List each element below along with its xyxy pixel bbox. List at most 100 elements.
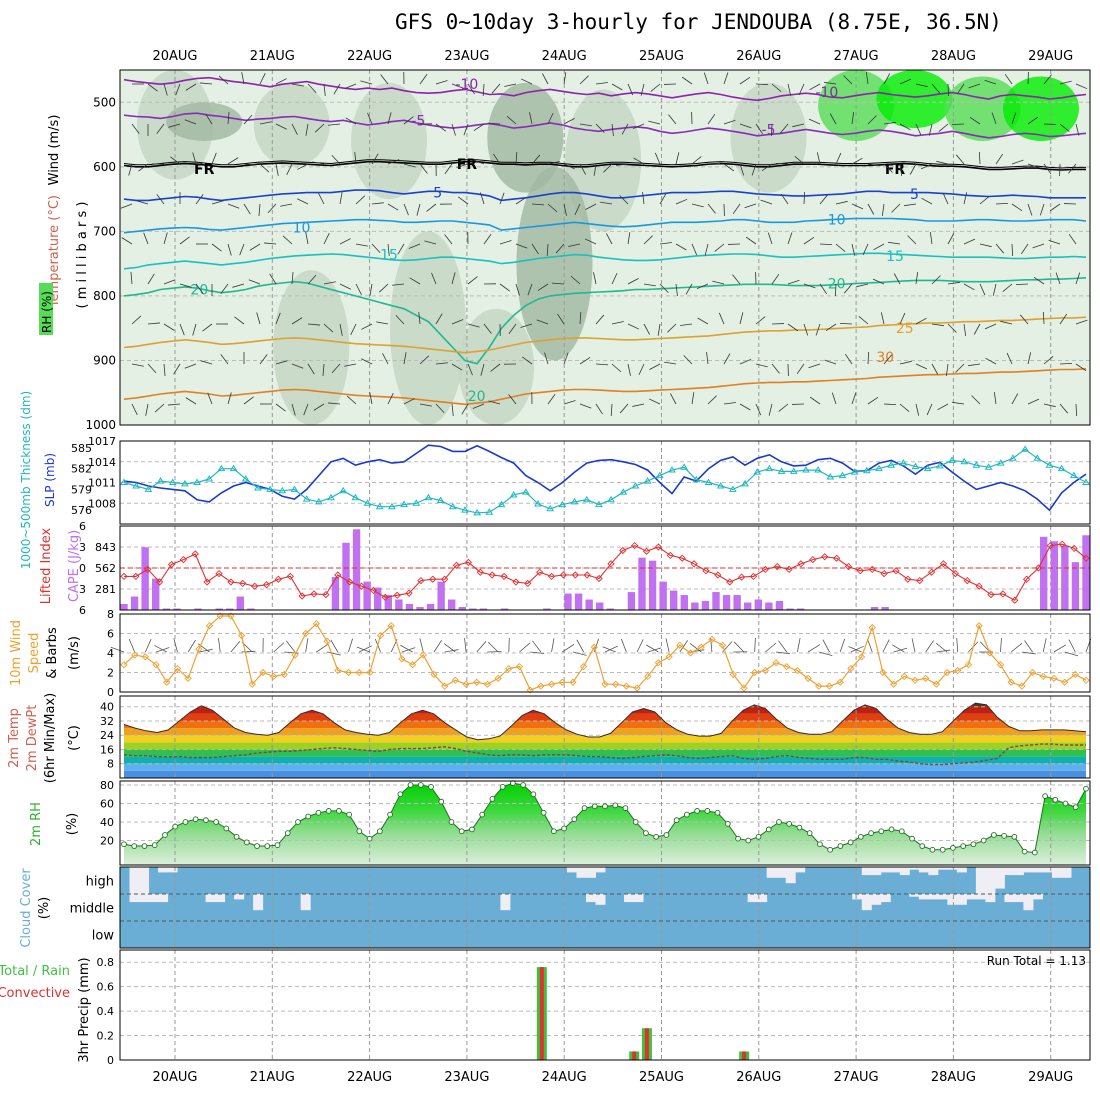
wind-barb	[323, 323, 334, 333]
thickness-point	[521, 488, 530, 495]
wind-barb	[419, 163, 428, 174]
rh-point	[868, 830, 874, 836]
wind-barb	[1024, 640, 1033, 653]
thickness-point	[436, 496, 445, 503]
thickness-point	[290, 485, 299, 492]
rh-point	[1021, 848, 1028, 855]
wind-barb	[387, 243, 390, 256]
wind-barb	[1043, 403, 1056, 408]
wind-barb	[185, 83, 197, 91]
li-point	[429, 575, 437, 583]
rh-point	[141, 843, 148, 849]
contour-label: 15	[886, 249, 904, 265]
wind-barb	[707, 113, 716, 125]
li-point	[595, 574, 603, 583]
wind-barb	[947, 281, 960, 285]
thickness-point	[996, 459, 1005, 466]
precip-label-axis: 3hr Precip (mm)	[77, 957, 92, 1062]
rh-point	[888, 826, 895, 833]
wind-barb	[851, 203, 864, 210]
rh-point	[939, 846, 946, 853]
li-tick-label: 0	[79, 562, 86, 575]
wind-speed-point	[526, 686, 534, 694]
wind-barb	[829, 113, 837, 125]
wind-barb	[679, 640, 688, 653]
precip-tick-label: 0.6	[97, 981, 115, 994]
wind-barb	[403, 116, 414, 125]
rh-point	[1031, 849, 1038, 856]
rh-point	[612, 802, 619, 809]
bottom-date-label: 27AUG	[834, 1070, 879, 1085]
rh-point	[735, 835, 741, 842]
wind-barb	[243, 163, 256, 166]
cape-bar	[574, 593, 583, 610]
wind-speed-point	[152, 661, 160, 669]
cape-bar	[226, 608, 234, 610]
wind-barb	[184, 363, 197, 369]
wind-barb	[579, 75, 589, 85]
li-point	[809, 555, 817, 564]
wind-barb	[264, 242, 277, 245]
wind-barb	[443, 643, 456, 653]
wind-barb	[606, 233, 613, 245]
cape-bar	[754, 599, 762, 610]
thickness-point	[595, 500, 603, 508]
wind-speed-point	[815, 682, 823, 690]
wind-barb	[1027, 398, 1040, 405]
rh-point	[919, 843, 926, 849]
wind-barb	[760, 199, 773, 205]
wind-barb	[508, 323, 517, 334]
wind-barb	[467, 276, 478, 285]
cape-li-panel: 281 562 843 6 3 0 3 6	[79, 520, 1091, 617]
rh-point	[1062, 800, 1069, 807]
wind-barb	[969, 116, 981, 125]
wind-barb	[547, 161, 560, 165]
li-point	[120, 572, 128, 581]
wind-barb	[867, 351, 870, 365]
cloud-cell	[956, 867, 967, 873]
wind-barb	[803, 283, 816, 289]
rh-point	[274, 842, 281, 848]
wind-barb	[787, 279, 800, 285]
rh-point	[469, 826, 475, 833]
temp-2m-label-1: 2m Temp	[7, 708, 22, 768]
cape-bar	[680, 595, 688, 610]
rh-point	[336, 808, 342, 814]
contour-label: -10	[815, 85, 838, 101]
rh-shading	[389, 231, 466, 425]
wind-barb	[344, 83, 357, 89]
wind-speed-point	[729, 670, 737, 679]
wind-barb	[675, 283, 678, 296]
rh-2m-unit: (%)	[65, 813, 80, 836]
wind-barb	[291, 317, 303, 325]
li-point	[832, 554, 841, 562]
temp-line	[123, 702, 1087, 741]
temperature-contour	[123, 368, 1087, 406]
temp-band	[124, 756, 1086, 764]
rh-point	[714, 809, 721, 816]
thickness-point	[972, 461, 981, 468]
wind-barb	[387, 159, 400, 165]
cloud-level-label: low	[92, 929, 115, 944]
precip-tick-label: 0	[107, 1054, 114, 1067]
wind-barb	[1075, 403, 1078, 417]
wind-barb	[282, 235, 293, 245]
cape-bar	[141, 547, 149, 610]
wind-barb	[718, 312, 725, 325]
contour-label: 25	[896, 321, 914, 337]
cloud-cell	[994, 867, 1005, 889]
wind-barb	[168, 403, 181, 406]
wind-10m-frame	[119, 613, 1091, 693]
wind-barb	[280, 203, 293, 207]
precip-label-total: Total / Rain	[0, 964, 70, 979]
wind-barb	[275, 123, 287, 130]
wind-barb	[755, 316, 766, 325]
cloud-cell	[148, 894, 159, 903]
wind-barb	[202, 323, 213, 332]
wind-barb	[371, 153, 379, 165]
rh-point	[991, 832, 997, 838]
rh-tick-label: 60	[100, 798, 114, 811]
wind-barb	[648, 398, 661, 405]
wind-speed-point	[441, 682, 449, 690]
thickness-point	[217, 464, 226, 472]
